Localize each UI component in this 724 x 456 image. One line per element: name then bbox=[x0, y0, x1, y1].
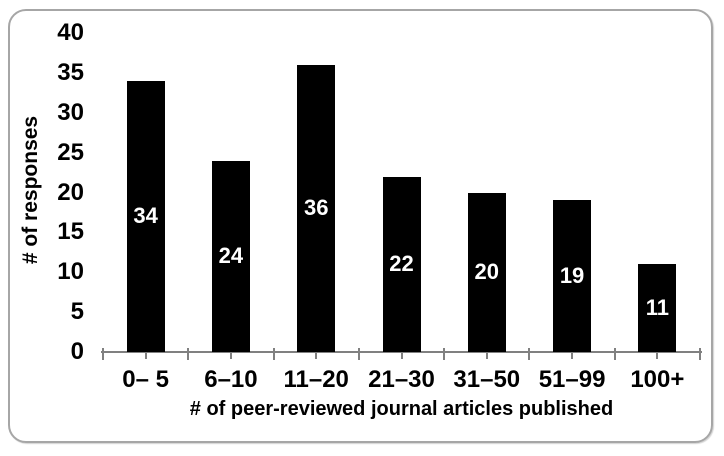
bar-value-label: 34 bbox=[133, 203, 158, 229]
x-category-label: 11–20 bbox=[283, 366, 349, 393]
x-tick-mark-major bbox=[272, 348, 275, 360]
bar: 19 bbox=[553, 200, 592, 352]
x-tick-mark-minor bbox=[315, 353, 318, 359]
x-category-label: 21–30 bbox=[368, 366, 435, 393]
bar-value-label: 36 bbox=[303, 195, 329, 221]
x-tick-mark-minor bbox=[485, 353, 488, 359]
x-tick-mark-minor bbox=[144, 353, 147, 359]
x-axis-line bbox=[101, 351, 702, 353]
x-tick-mark-major bbox=[613, 348, 616, 360]
y-tick-label: 5 bbox=[70, 298, 84, 326]
y-tick-label: 15 bbox=[57, 218, 84, 246]
bar: 34 bbox=[126, 80, 165, 352]
x-tick-mark-major bbox=[357, 348, 360, 360]
x-tick-mark-minor bbox=[400, 353, 403, 359]
x-axis-title: # of peer-reviewed journal articles publ… bbox=[189, 398, 614, 420]
x-tick-mark-major bbox=[528, 348, 531, 360]
x-category-label: 31–50 bbox=[453, 366, 521, 393]
y-tick-label: 25 bbox=[57, 138, 84, 166]
x-category-label: 51–99 bbox=[538, 366, 606, 393]
bar: 20 bbox=[467, 192, 506, 352]
x-tick-mark-minor bbox=[571, 353, 574, 359]
bar-value-label: 24 bbox=[218, 243, 244, 269]
y-tick-label: 20 bbox=[57, 178, 84, 206]
y-tick-label: 40 bbox=[57, 19, 84, 46]
bar: 24 bbox=[211, 160, 250, 352]
x-tick-mark-major bbox=[699, 348, 701, 360]
bar-value-label: 20 bbox=[474, 259, 500, 285]
x-category-label: 0– 5 bbox=[122, 366, 169, 393]
y-tick-label: 30 bbox=[57, 98, 84, 126]
x-tick-mark-major bbox=[443, 348, 446, 360]
x-category-label: 6–10 bbox=[204, 366, 258, 393]
x-tick-mark-major bbox=[187, 348, 190, 360]
x-tick-mark-minor bbox=[656, 353, 659, 359]
x-category-label: 100+ bbox=[630, 366, 685, 393]
bar: 36 bbox=[297, 64, 336, 352]
bar: 11 bbox=[638, 264, 677, 352]
x-tick-mark-major bbox=[102, 348, 104, 360]
bar-value-label: 11 bbox=[645, 295, 669, 321]
bar-value-label: 22 bbox=[389, 251, 414, 277]
y-tick-label: 0 bbox=[70, 338, 84, 365]
bar-value-label: 19 bbox=[559, 263, 585, 289]
bar: 22 bbox=[382, 176, 421, 352]
x-tick-mark-minor bbox=[229, 353, 232, 359]
y-tick-label: 10 bbox=[57, 258, 84, 286]
y-tick-label: 35 bbox=[57, 58, 84, 86]
